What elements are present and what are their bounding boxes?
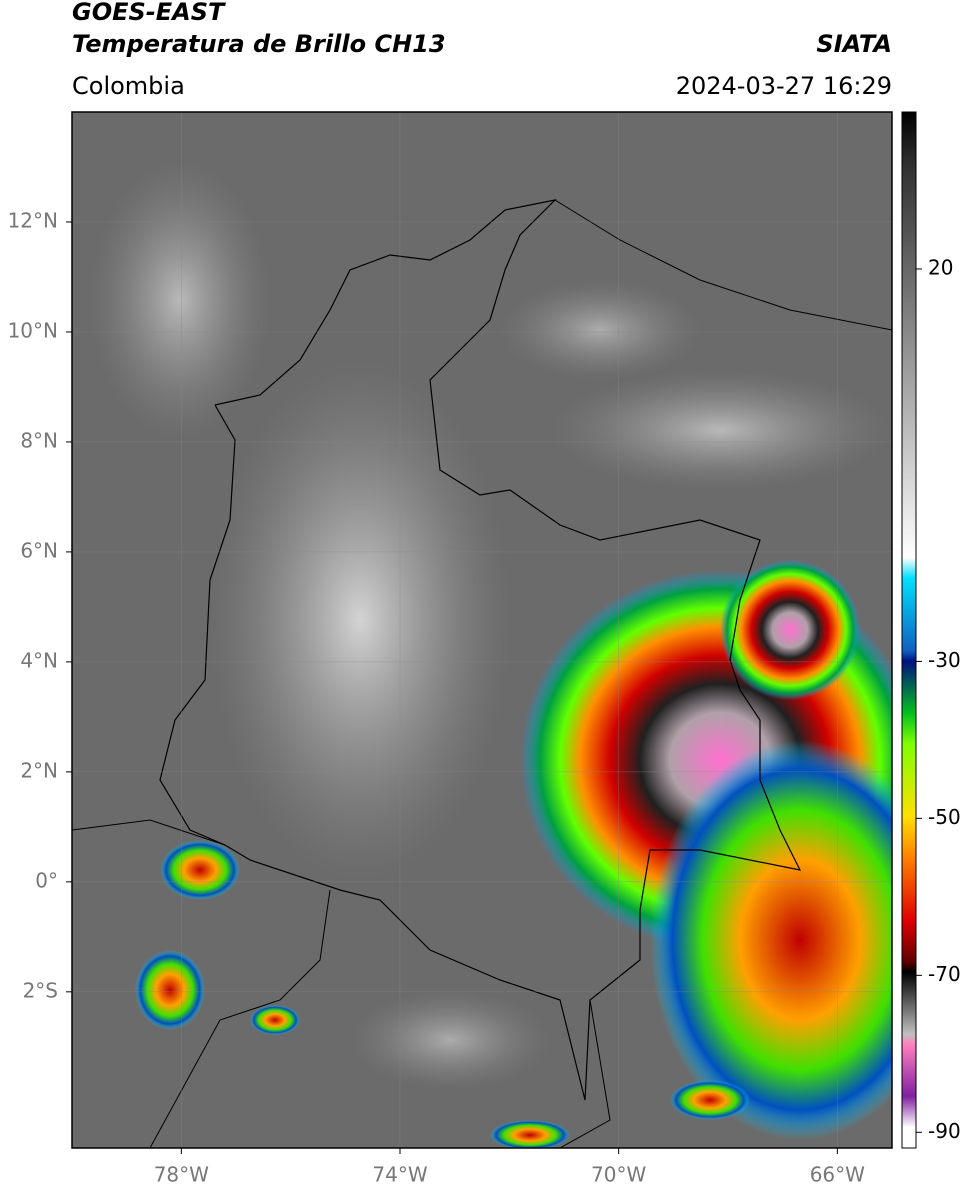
colorbar-label: 20: [928, 255, 953, 279]
y-tick-label: 0°: [35, 868, 58, 892]
y-tick-label: 6°N: [20, 538, 58, 562]
title: GOES-EAST: [72, 0, 226, 26]
region: Colombia: [72, 72, 185, 100]
colorbar-label: -50: [928, 805, 961, 829]
x-tick-label: 78°W: [154, 1163, 209, 1187]
satellite-image: [72, 112, 892, 1148]
colorbar: [901, 111, 917, 1149]
colorbar-label: -70: [928, 962, 961, 986]
map-frame: [71, 111, 893, 1149]
timestamp: 2024-03-27 16:29: [676, 72, 892, 100]
y-tick-label: 8°N: [20, 428, 58, 452]
subtitle: Temperatura de Brillo CH13: [72, 30, 446, 58]
x-tick-label: 74°W: [372, 1163, 427, 1187]
x-tick-label: 66°W: [810, 1163, 865, 1187]
x-tick-label: 70°W: [591, 1163, 646, 1187]
y-tick-label: 2°S: [23, 978, 58, 1002]
colorbar-label: -30: [928, 648, 961, 672]
source: SIATA: [816, 30, 892, 58]
grid: [72, 112, 892, 1148]
y-tick-label: 12°N: [8, 208, 58, 232]
colorbar-label: -90: [928, 1119, 961, 1143]
y-tick-label: 10°N: [8, 318, 58, 342]
y-tick-label: 4°N: [20, 648, 58, 672]
y-tick-label: 2°N: [20, 758, 58, 782]
